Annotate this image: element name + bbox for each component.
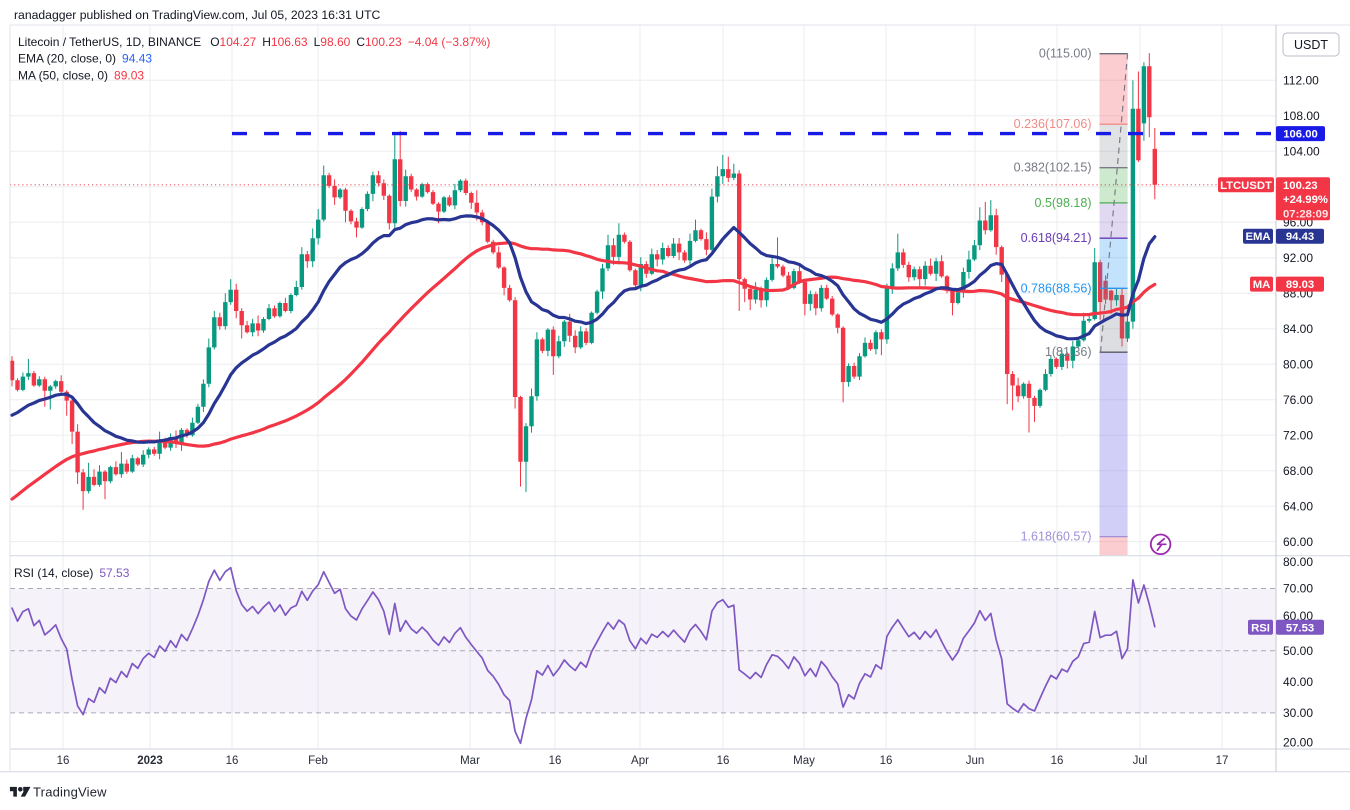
svg-text:0.786(88.56): 0.786(88.56) <box>1021 281 1092 295</box>
svg-text:Litecoin / TetherUS, 1D, BINAN: Litecoin / TetherUS, 1D, BINANCE O104.27 H… <box>18 35 490 49</box>
svg-text:100.23: 100.23 <box>1283 180 1318 192</box>
svg-text:LTCUSDT: LTCUSDT <box>1220 180 1272 192</box>
svg-text:16: 16 <box>57 755 70 767</box>
svg-text:RSI (14, close)57.53: RSI (14, close) 57.53 <box>14 566 130 580</box>
svg-text:16: 16 <box>1051 755 1064 767</box>
svg-text:76.00: 76.00 <box>1283 393 1313 407</box>
svg-text:30.00: 30.00 <box>1283 706 1313 720</box>
svg-text:07:28:09: 07:28:09 <box>1283 208 1328 220</box>
svg-text:64.00: 64.00 <box>1283 499 1313 513</box>
svg-text:USDT: USDT <box>1294 38 1328 52</box>
svg-text:92.00: 92.00 <box>1283 251 1313 265</box>
svg-text:68.00: 68.00 <box>1283 464 1313 478</box>
svg-text:70.00: 70.00 <box>1283 582 1313 596</box>
svg-text:2023: 2023 <box>137 755 163 767</box>
svg-text:16: 16 <box>549 755 562 767</box>
svg-text:0.5(98.18): 0.5(98.18) <box>1035 196 1092 210</box>
svg-text:0.618(94.21): 0.618(94.21) <box>1021 231 1092 245</box>
svg-text:0.236(107.06): 0.236(107.06) <box>1014 117 1092 131</box>
svg-text:80.00: 80.00 <box>1283 357 1313 371</box>
svg-text:89.03: 89.03 <box>1286 279 1314 291</box>
svg-text:16: 16 <box>226 755 239 767</box>
svg-text:RSI: RSI <box>1251 622 1270 634</box>
svg-text:104.00: 104.00 <box>1283 145 1320 159</box>
svg-text:16: 16 <box>717 755 730 767</box>
svg-text:1(81.36): 1(81.36) <box>1045 345 1092 359</box>
svg-text:May: May <box>793 755 815 767</box>
svg-text:0.382(102.15): 0.382(102.15) <box>1014 161 1092 175</box>
svg-text:106.00: 106.00 <box>1283 129 1318 141</box>
svg-text:+24.99%: +24.99% <box>1283 194 1328 206</box>
svg-text:20.00: 20.00 <box>1283 736 1313 750</box>
svg-text:84.00: 84.00 <box>1283 322 1313 336</box>
svg-text:Feb: Feb <box>308 755 328 767</box>
svg-text:Jul: Jul <box>1133 755 1148 767</box>
svg-text:EMA (20, close, 0)94.43: EMA (20, close, 0) 94.43 <box>18 52 152 66</box>
svg-text:Jun: Jun <box>966 755 985 767</box>
svg-text:0(115.00): 0(115.00) <box>1039 47 1092 61</box>
svg-text:MA (50, close, 0)89.03: MA (50, close, 0) 89.03 <box>18 69 144 83</box>
svg-text:60.00: 60.00 <box>1283 609 1313 623</box>
svg-text:TradingView: TradingView <box>33 785 107 800</box>
svg-text:16: 16 <box>880 755 893 767</box>
svg-text:80.00: 80.00 <box>1283 555 1313 569</box>
svg-text:108.00: 108.00 <box>1283 109 1320 123</box>
svg-text:94.43: 94.43 <box>1286 231 1314 243</box>
svg-text:Apr: Apr <box>631 755 649 767</box>
svg-text:40.00: 40.00 <box>1283 675 1313 689</box>
svg-text:60.00: 60.00 <box>1283 535 1313 549</box>
svg-text:1.618(60.57): 1.618(60.57) <box>1021 530 1092 544</box>
svg-text:MA: MA <box>1253 279 1271 291</box>
svg-text:EMA: EMA <box>1245 231 1270 243</box>
svg-text:Mar: Mar <box>460 755 480 767</box>
svg-text:ranadagger published on Tradin: ranadagger published on TradingView.com,… <box>14 8 381 22</box>
svg-text:112.00: 112.00 <box>1283 74 1319 88</box>
svg-text:72.00: 72.00 <box>1283 428 1313 442</box>
svg-text:50.00: 50.00 <box>1283 644 1313 658</box>
svg-text:57.53: 57.53 <box>1286 622 1314 634</box>
svg-text:17: 17 <box>1216 755 1229 767</box>
